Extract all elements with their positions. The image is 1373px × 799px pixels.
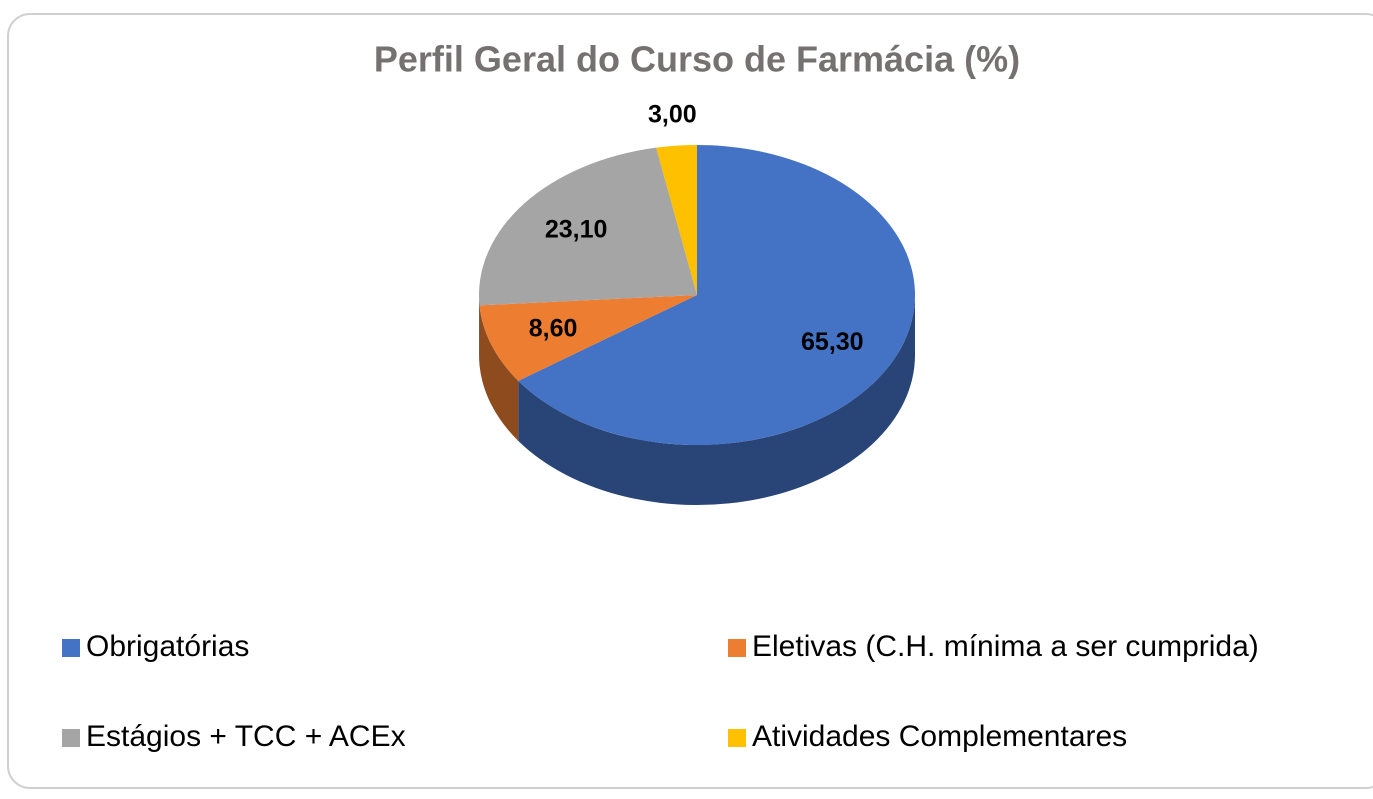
data-label: 23,10 [545, 216, 608, 244]
chart-title: Perfil Geral do Curso de Farmácia (%) [374, 39, 1020, 80]
pie-slice [656, 145, 697, 295]
pie-slice-side [479, 305, 519, 441]
data-label: 8,60 [529, 315, 578, 343]
legend-swatch [62, 639, 80, 657]
legend-swatch [728, 639, 746, 657]
pie-slice [479, 295, 697, 381]
pie-slice-side [518, 295, 915, 505]
pie-slice [479, 147, 697, 306]
legend-label: Eletivas (C.H. mínima a ser cumprida) [752, 630, 1259, 663]
pie-slice [518, 145, 915, 446]
legend-label: Estágios + TCC + ACEx [86, 720, 406, 753]
data-label: 65,30 [801, 328, 864, 356]
legend-swatch [62, 729, 80, 747]
pie-slice-side [479, 295, 480, 366]
legend-label: Atividades Complementares [752, 720, 1127, 753]
data-label: 3,00 [648, 100, 697, 128]
legend-label: Obrigatórias [86, 630, 249, 663]
legend-swatch [728, 729, 746, 747]
